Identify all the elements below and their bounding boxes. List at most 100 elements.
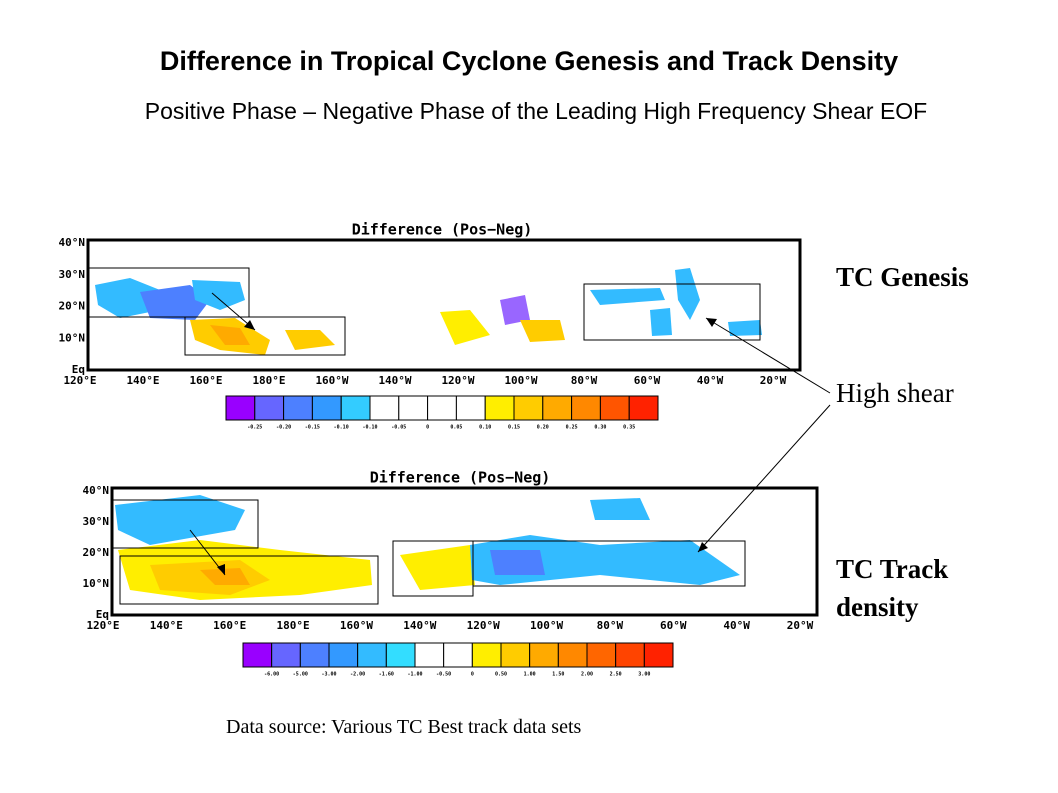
- map-title: Difference (Pos−Neg): [370, 469, 551, 487]
- track-density-label: TC Track density: [836, 554, 949, 622]
- lat-label: Eq: [96, 608, 109, 621]
- colorbar-box: [643, 642, 674, 668]
- lon-label: 180°E: [252, 374, 285, 387]
- subtitle: Positive Phase – Negative Phase of the L…: [144, 98, 928, 124]
- colorbar-label: 3.00: [638, 672, 650, 678]
- colorbar-box: [311, 395, 342, 421]
- colorbar-box: [254, 395, 285, 421]
- colorbar-label: 0.50: [495, 672, 507, 678]
- lat-label: 40°N: [83, 484, 110, 497]
- colorbar-box: [242, 642, 273, 668]
- lon-label: 60°W: [634, 374, 661, 387]
- lat-label: 40°N: [59, 236, 86, 249]
- colorbar-box: [369, 395, 400, 421]
- colorbar-box: [299, 642, 330, 668]
- colorbar-box: [225, 395, 256, 421]
- colorbar-box: [340, 395, 371, 421]
- lat-label: 30°N: [83, 515, 110, 528]
- arrowheads: [217, 318, 717, 575]
- genesis-label: TC Genesis: [836, 262, 969, 292]
- lon-label: 80°W: [597, 619, 624, 632]
- colorbar-label: 0.35: [623, 425, 635, 431]
- colorbar-label: -0.25: [247, 425, 262, 431]
- lon-label: 140°E: [150, 619, 183, 632]
- colorbar-label: -1.00: [407, 672, 422, 678]
- lon-label: 120°E: [63, 374, 96, 387]
- lon-label: 40°W: [723, 619, 750, 632]
- high-shear-label: High shear: [836, 378, 954, 408]
- colorbar-label: -0.20: [276, 425, 291, 431]
- colorbar-box: [328, 642, 359, 668]
- colorbar-label: -0.15: [305, 425, 320, 431]
- colorbar-box: [615, 642, 645, 668]
- colorbar-label: 0.30: [594, 425, 606, 431]
- lat-label: 10°N: [83, 577, 110, 590]
- colorbar-box: [484, 395, 515, 421]
- colorbar-label: 2.50: [610, 672, 622, 678]
- colorbar-label: -1.60: [379, 672, 394, 678]
- colorbar-label: 1.00: [524, 672, 536, 678]
- lat-label: 30°N: [59, 268, 86, 281]
- lat-label: 20°N: [83, 546, 110, 559]
- colorbar-label: 0.25: [566, 425, 578, 431]
- track-field: [115, 495, 740, 600]
- colorbar-box: [586, 642, 617, 668]
- colorbar-label: -0.05: [391, 425, 406, 431]
- colorbar-box: [271, 642, 301, 668]
- colorbar-box: [471, 642, 502, 668]
- colorbar-label: 0: [426, 425, 429, 431]
- colorbar-label: 0.10: [479, 425, 491, 431]
- colorbar-box: [599, 395, 630, 421]
- genesis-field: [95, 268, 762, 355]
- lat-label: 20°N: [59, 300, 86, 313]
- colorbar-label: 1.50: [552, 672, 564, 678]
- lon-label: 160°E: [213, 619, 246, 632]
- colorbar-box: [500, 642, 531, 668]
- lon-label: 140°W: [378, 374, 411, 387]
- lon-label: 120°W: [441, 374, 474, 387]
- colorbar-box: [628, 395, 659, 421]
- colorbar-label: 2.00: [581, 672, 593, 678]
- lat-label: Eq: [72, 363, 85, 376]
- colorbar-label: 0: [471, 672, 474, 678]
- region-boxes: [112, 404, 831, 605]
- colorbar-box: [443, 642, 473, 668]
- colorbar-label: 0.05: [450, 425, 462, 431]
- colorbar-label: 0.20: [537, 425, 549, 431]
- lon-label: 120°W: [467, 619, 500, 632]
- map-title: Difference (Pos−Neg): [352, 221, 533, 239]
- lon-label: 140°W: [403, 619, 436, 632]
- lon-label: 120°E: [86, 619, 119, 632]
- colorbar-label: -0.50: [436, 672, 451, 678]
- lon-label: 100°W: [504, 374, 537, 387]
- lon-label: 60°W: [660, 619, 687, 632]
- colorbar-box: [571, 395, 601, 421]
- colorbar-label: -6.00: [264, 672, 279, 678]
- lon-label: 160°W: [315, 374, 348, 387]
- colorbar-label: -3.00: [321, 672, 336, 678]
- colorbar-label: -0.10: [362, 425, 377, 431]
- data-source: Data source: Various TC Best track data …: [226, 716, 582, 738]
- colorbar-box: [542, 395, 573, 421]
- lon-label: 20°W: [787, 619, 814, 632]
- lon-label: 160°W: [340, 619, 373, 632]
- lat-label: 10°N: [59, 331, 86, 344]
- region-boxes: [88, 267, 831, 394]
- lon-label: 100°W: [530, 619, 563, 632]
- colorbar-box: [427, 395, 457, 421]
- lon-label: 160°E: [189, 374, 222, 387]
- map-frame: [110, 486, 819, 617]
- colorbar-box: [283, 395, 313, 421]
- colorbar-box: [398, 395, 429, 421]
- colorbar-box: [357, 642, 387, 668]
- colorbar-label: -5.00: [293, 672, 308, 678]
- colorbar-box: [455, 395, 486, 421]
- title: Difference in Tropical Cyclone Genesis a…: [159, 46, 899, 76]
- colorbar-box: [529, 642, 559, 668]
- colorbar-box: [385, 642, 416, 668]
- lon-label: 180°E: [277, 619, 310, 632]
- colorbar-box: [557, 642, 588, 668]
- colorbar-label: -2.00: [350, 672, 365, 678]
